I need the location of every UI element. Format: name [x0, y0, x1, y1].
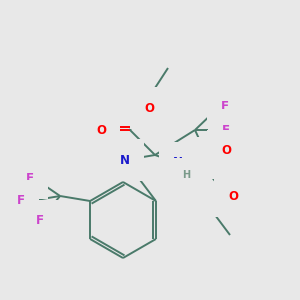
- Text: F: F: [222, 124, 230, 136]
- Text: F: F: [17, 194, 25, 208]
- Text: F: F: [26, 172, 34, 184]
- Text: F: F: [206, 152, 214, 164]
- Text: O: O: [228, 190, 238, 202]
- Text: N: N: [120, 154, 130, 166]
- Text: O: O: [221, 145, 231, 158]
- Text: H: H: [182, 170, 190, 180]
- Text: F: F: [36, 214, 44, 227]
- Text: N: N: [173, 157, 183, 169]
- Text: F: F: [221, 100, 229, 112]
- Text: O: O: [144, 101, 154, 115]
- Text: H: H: [108, 147, 116, 157]
- Text: O: O: [96, 124, 106, 136]
